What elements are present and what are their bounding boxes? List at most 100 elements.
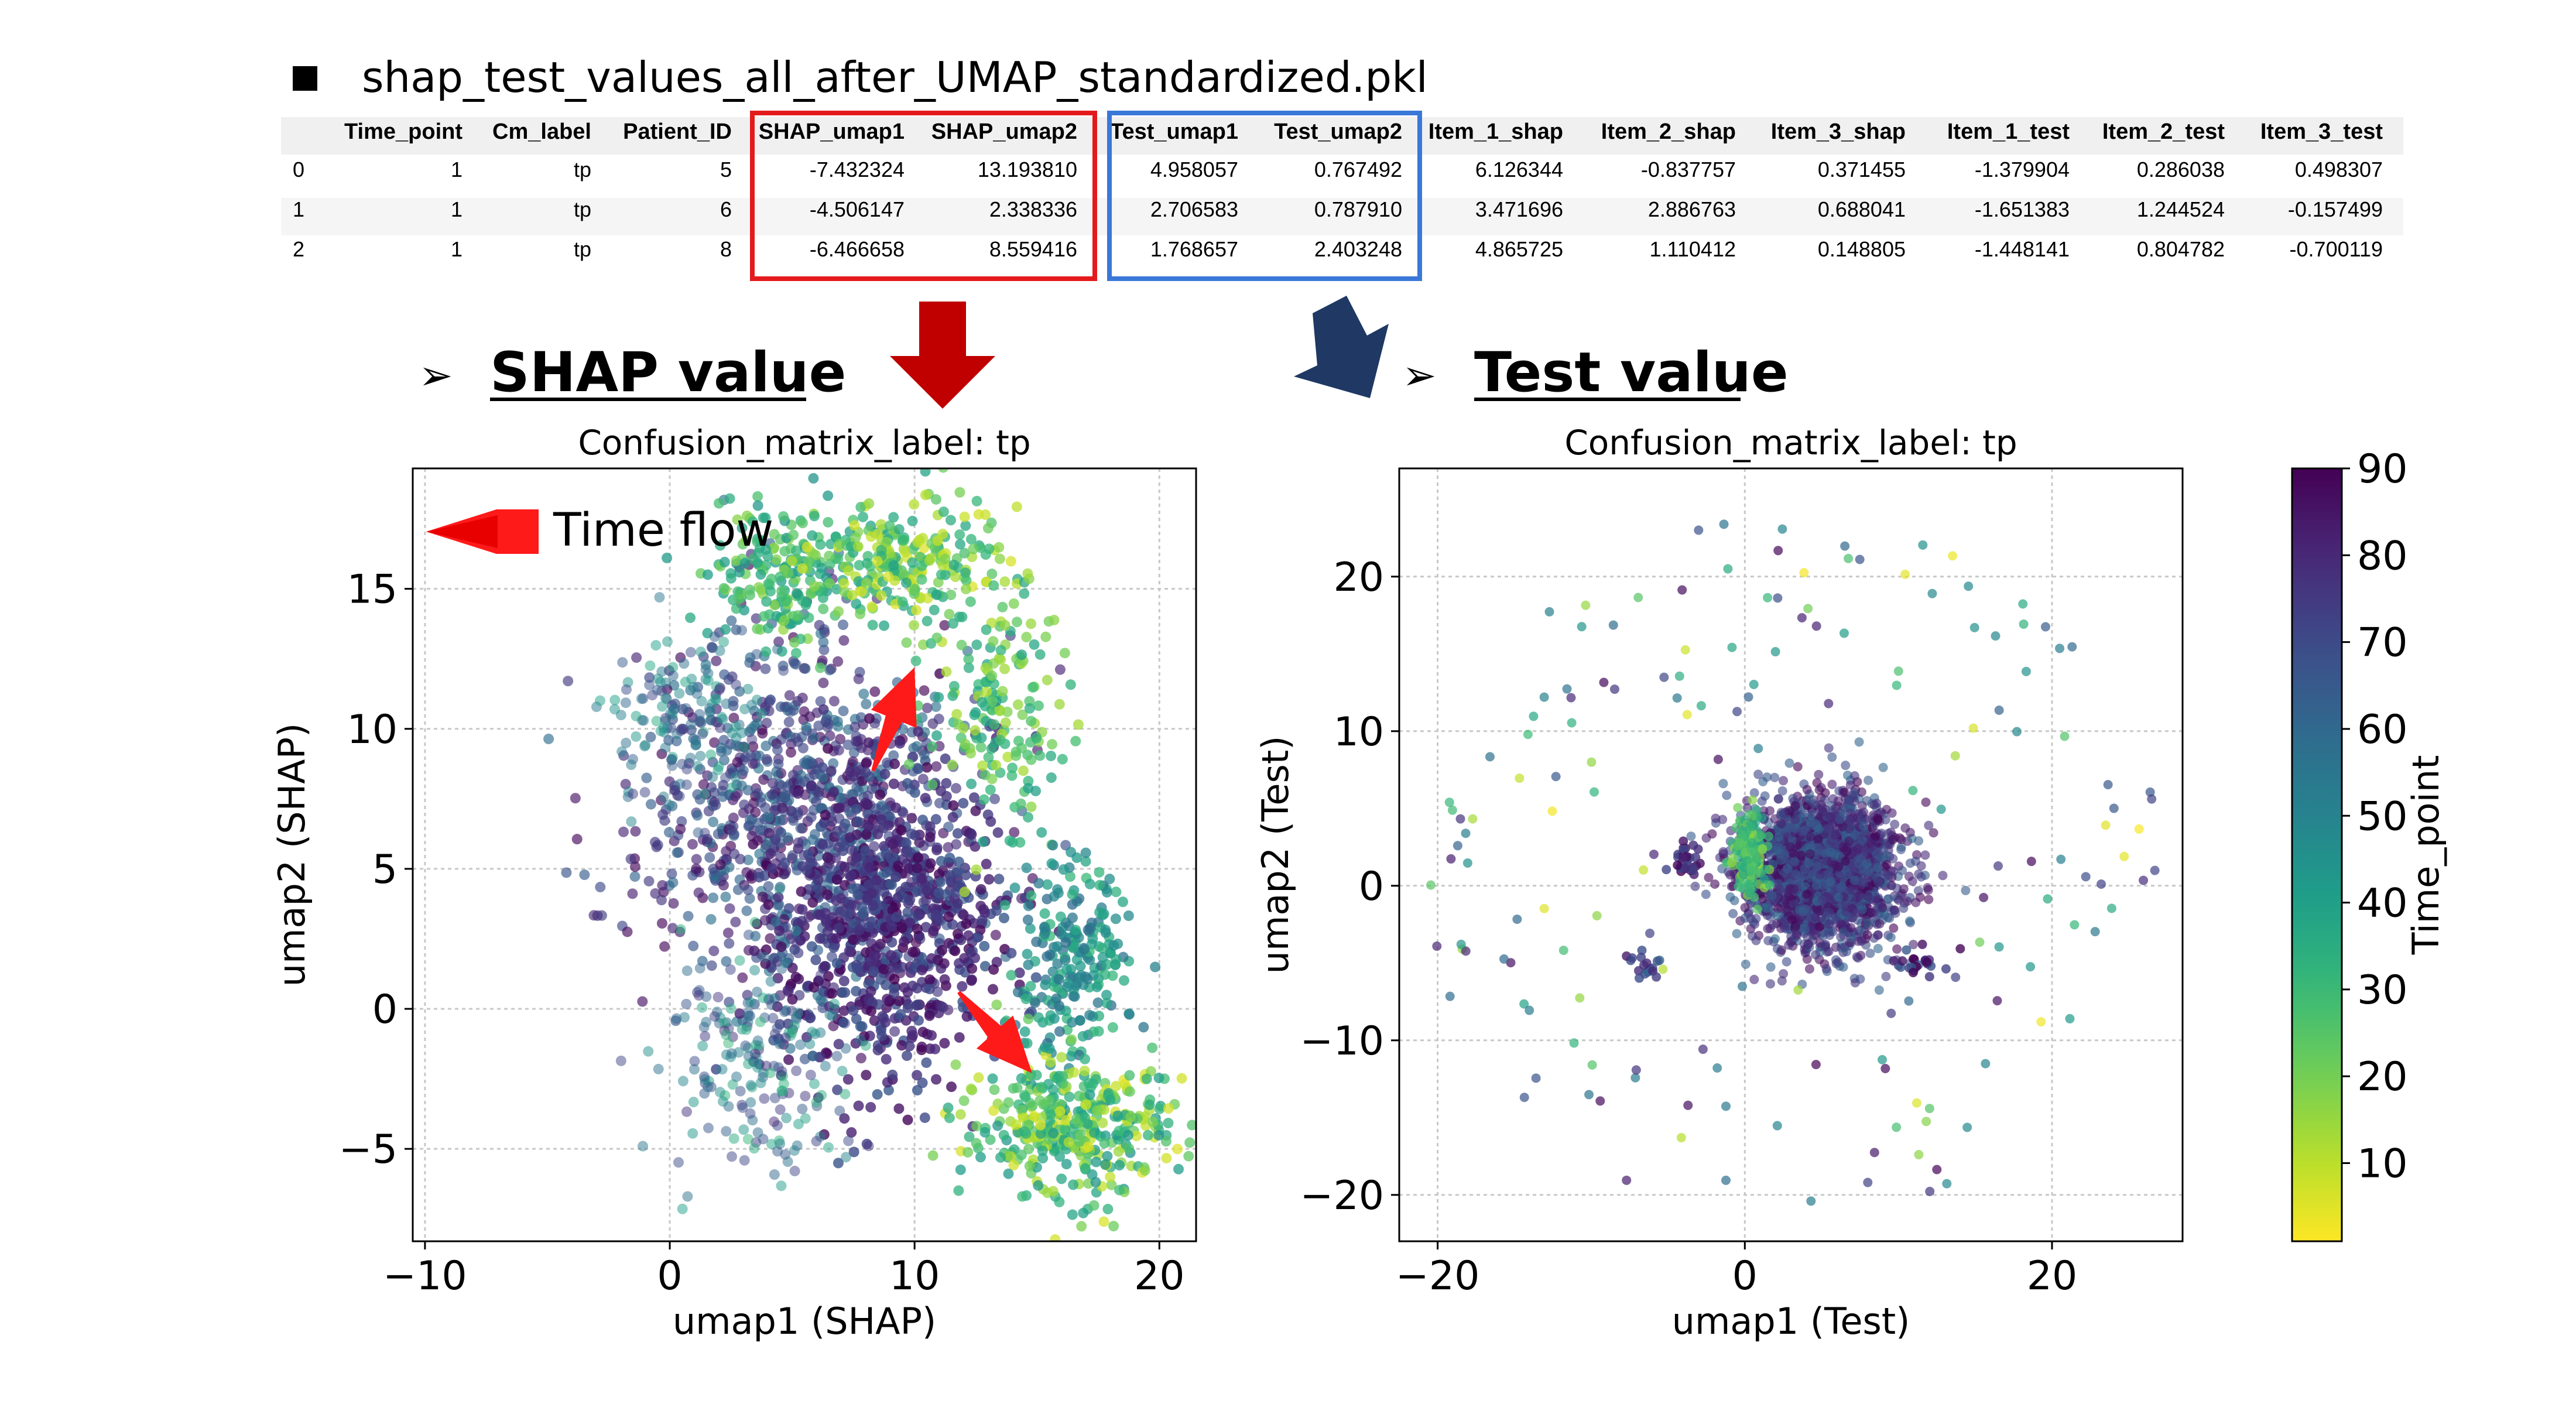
scatter-point [708, 816, 719, 827]
scatter-point [763, 881, 774, 892]
scatter-point [881, 757, 892, 768]
scatter-point [1097, 1117, 1108, 1128]
scatter-point [866, 601, 878, 612]
scatter-point [879, 769, 890, 780]
scatter-point [1054, 1026, 1065, 1037]
scatter-point [1004, 835, 1015, 846]
scatter-point [1039, 908, 1050, 919]
scatter-point [820, 809, 831, 820]
scatter-point [766, 1139, 777, 1150]
y-tick-label: 15 [347, 567, 398, 613]
scatter-point [717, 1064, 728, 1075]
scatter-point [777, 802, 788, 813]
scatter-point [925, 858, 936, 869]
scatter-point [901, 637, 912, 648]
scatter-point [922, 615, 933, 626]
scatter-point [806, 780, 817, 792]
scatter-point [804, 773, 815, 784]
scatter-point [954, 1032, 965, 1043]
scatter-point [888, 512, 899, 523]
scatter-point [563, 676, 574, 687]
scatter-point [883, 1084, 894, 1095]
scatter-point [724, 903, 735, 914]
scatter-point [847, 590, 858, 601]
scatter-point [986, 773, 998, 785]
scatter-point [879, 620, 890, 631]
scatter-point [695, 751, 706, 762]
scatter-point [745, 590, 756, 601]
scatter-point [888, 778, 899, 789]
scatter-point [1097, 952, 1108, 963]
scatter-point [644, 672, 655, 683]
table-cell: 2.403248 [1314, 237, 1402, 261]
scatter-point [1023, 812, 1034, 823]
scatter-point [899, 546, 910, 557]
scatter-point [816, 1090, 827, 1101]
scatter-point [1094, 879, 1105, 891]
scatter-point [872, 1089, 883, 1100]
scatter-point [926, 953, 937, 964]
scatter-point [725, 1003, 737, 1014]
table-cell: 0.688041 [1818, 197, 1906, 221]
scatter-point [1007, 762, 1018, 773]
scatter-point [671, 1013, 682, 1024]
scatter-point [1078, 1207, 1089, 1218]
scatter-point [561, 867, 572, 878]
scatter-point [759, 915, 770, 926]
scatter-point [967, 963, 978, 974]
scatter-point [921, 1057, 932, 1068]
scatter-point [1113, 1146, 1124, 1157]
scatter-point [778, 868, 789, 879]
table-cell: tp [574, 158, 591, 182]
scatter-point [745, 1108, 756, 1119]
scatter-point [1066, 964, 1077, 975]
scatter-point [924, 984, 935, 995]
scatter-point [768, 1012, 779, 1023]
scatter-point [1056, 1052, 1067, 1063]
scatter-point [1016, 1104, 1027, 1115]
scatter-point [629, 861, 640, 872]
scatter-point [932, 986, 943, 997]
scatter-point [742, 1134, 753, 1145]
scatter-point [681, 779, 692, 790]
scatter-point [1036, 827, 1047, 838]
scatter-point [792, 696, 803, 707]
x-tick-label: −10 [383, 1253, 467, 1299]
scatter-point [903, 759, 914, 770]
scatter-point [909, 787, 920, 798]
scatter-point [739, 557, 751, 569]
scatter-point [1090, 1074, 1101, 1085]
scatter-point [852, 735, 864, 747]
scatter-point [774, 925, 785, 936]
scatter-point [941, 791, 952, 802]
scatter-point [931, 589, 942, 600]
scatter-point [855, 712, 866, 723]
section-shap: ➢ SHAP value [419, 341, 846, 405]
scatter-point [821, 714, 832, 725]
test-columns-highlight [1107, 111, 1422, 281]
scatter-point [1067, 889, 1078, 900]
scatter-point [750, 807, 761, 818]
scatter-point [714, 498, 725, 509]
scatter-point [854, 925, 865, 936]
scatter-point [775, 701, 786, 713]
scatter-point [1732, 929, 1742, 939]
scatter-point [907, 946, 919, 957]
scatter-point [771, 766, 782, 777]
scatter-point [618, 826, 629, 837]
scatter-point [755, 1016, 766, 1028]
scatter-point [865, 1102, 876, 1113]
scatter-point [853, 673, 864, 684]
scatter-point [1154, 1103, 1165, 1114]
scatter-point [780, 1032, 791, 1043]
scatter-point [910, 655, 922, 666]
scatter-point [952, 828, 963, 839]
scatter-point [625, 854, 636, 865]
scatter-point [943, 1103, 954, 1114]
scatter-point [755, 797, 766, 808]
scatter-point [866, 997, 878, 1008]
scatter-point [791, 659, 802, 670]
scatter-point [732, 884, 744, 895]
scatter-point [688, 682, 699, 693]
scatter-point [734, 594, 745, 605]
